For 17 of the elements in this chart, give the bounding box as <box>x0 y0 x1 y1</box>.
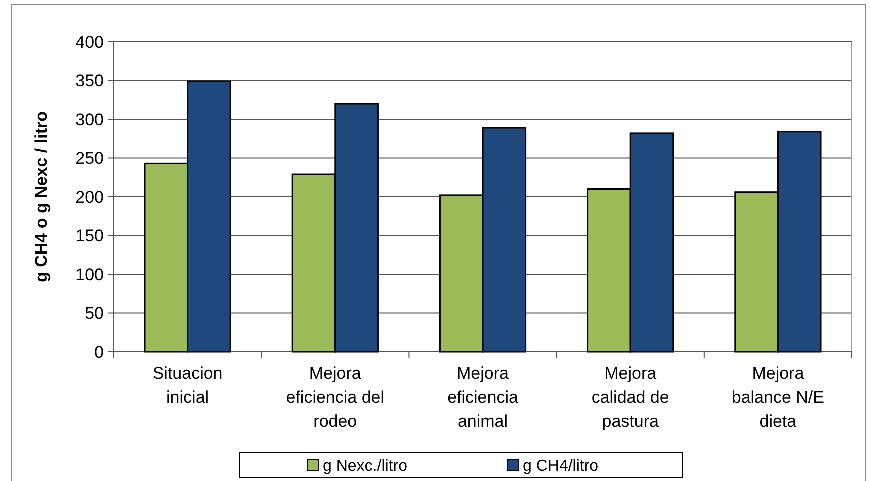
x-tick-label: Mejora calidad de pastura <box>592 364 670 431</box>
legend-label: g Nexc./litro <box>323 458 408 475</box>
y-axis-title: g CH4 o g Nexc / litro <box>32 112 51 282</box>
y-tick-label: 250 <box>76 149 104 168</box>
y-tick-label: 400 <box>76 32 104 52</box>
x-tick-label: Mejora eficiencia del rodeo <box>286 364 385 431</box>
x-tick-label: Situacion inicial <box>152 364 223 407</box>
y-tick-label: 0 <box>94 342 104 362</box>
y-tick-label: 200 <box>76 188 104 207</box>
y-tick-label: 50 <box>85 304 104 324</box>
legend-label: g CH4/litro <box>523 458 599 475</box>
y-tick-label: 150 <box>76 226 104 246</box>
x-tick-label: Mejora balance N/E dieta <box>732 364 825 431</box>
x-tick-label: Mejora eficiencia animal <box>448 364 519 431</box>
y-tick-label: 350 <box>76 72 104 91</box>
y-tick-label: 300 <box>76 110 104 130</box>
y-tick-label: 100 <box>76 265 104 284</box>
